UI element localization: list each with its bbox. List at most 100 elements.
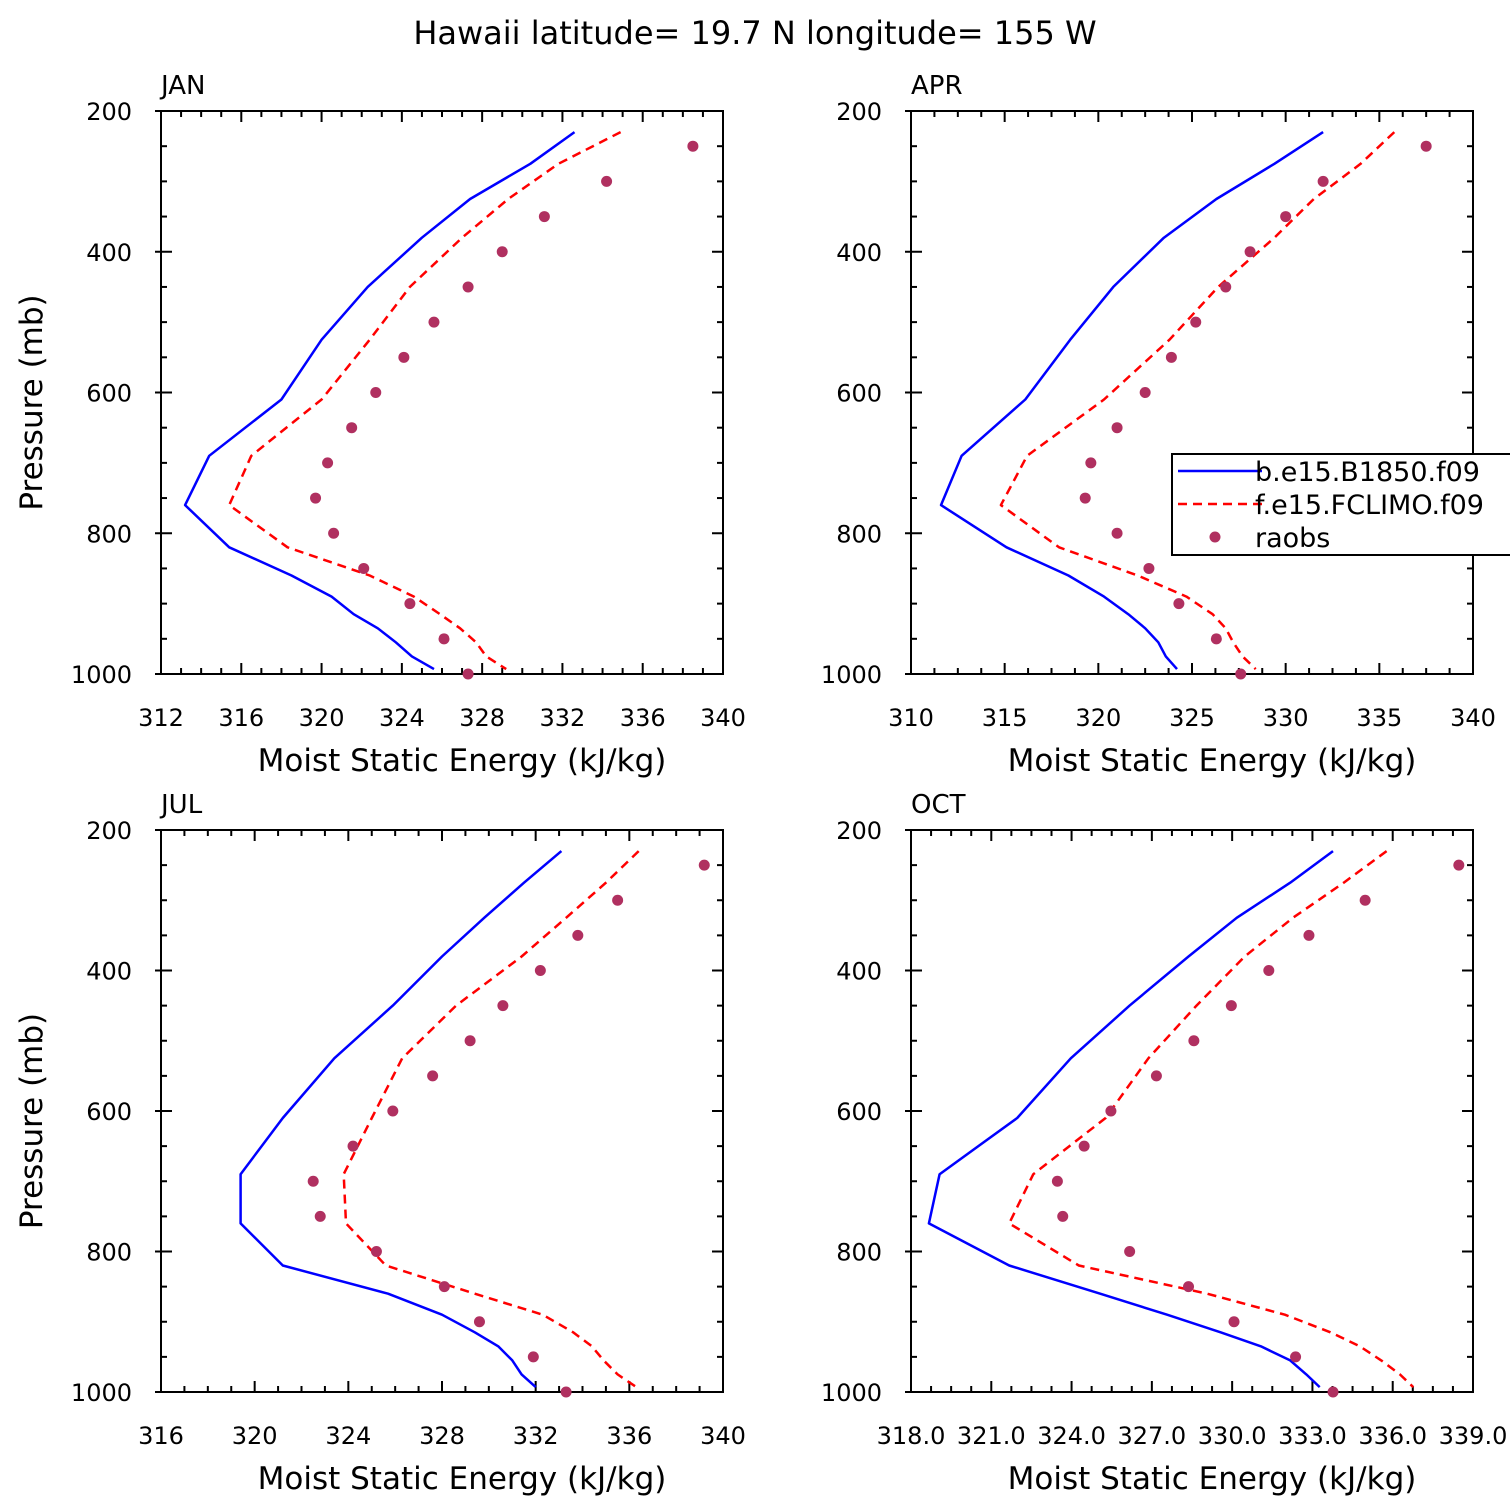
x-tick-label-oct: 321.0	[957, 1422, 1026, 1450]
y-tick-label-apr: 200	[836, 98, 882, 126]
raobs-point-apr	[1165, 351, 1177, 363]
x-tick-label-jan: 328	[459, 704, 505, 732]
raobs-point-oct	[1228, 1316, 1240, 1328]
raobs-point-jul	[473, 1316, 485, 1328]
raobs-point-apr	[1280, 211, 1292, 223]
raobs-point-oct	[1303, 929, 1315, 941]
raobs-point-jan	[404, 598, 416, 610]
y-tick-label-jul: 800	[86, 1239, 132, 1267]
raobs-point-jan	[310, 492, 322, 504]
raobs-point-oct	[1225, 1000, 1237, 1012]
raobs-point-jan	[428, 316, 440, 328]
plot-frame-apr	[910, 110, 1474, 675]
raobs-point-jan	[462, 668, 474, 680]
x-axis-label-oct: Moist Static Energy (kJ/kg)	[1008, 1461, 1417, 1497]
raobs-point-oct	[1359, 894, 1371, 906]
x-tick-label-apr: 335	[1356, 704, 1402, 732]
x-tick-label-jan: 336	[620, 704, 666, 732]
x-tick-label-oct: 336.0	[1358, 1422, 1427, 1450]
raobs-point-jul	[497, 1000, 509, 1012]
plot-frame-jul	[160, 829, 724, 1393]
x-tick-label-jan: 332	[540, 704, 586, 732]
raobs-point-apr	[1085, 457, 1097, 469]
x-tick-label-jan: 340	[700, 704, 746, 732]
panel-label-apr: APR	[911, 71, 963, 101]
panel-jan: JAN 312 316 320 324 328 332 336 340 200 400 600 800 1…	[14, 71, 746, 779]
raobs-point-jan	[328, 527, 340, 539]
raobs-point-jul	[314, 1210, 326, 1222]
y-tick-label-oct: 200	[836, 817, 882, 845]
raobs-point-apr	[1317, 175, 1329, 187]
legend-marker-raobs	[1209, 531, 1221, 543]
raobs-point-oct	[1078, 1140, 1090, 1152]
y-tick-label-apr: 1000	[821, 661, 882, 689]
x-tick-label-jul: 340	[700, 1422, 746, 1450]
panel-label-jan: JAN	[159, 71, 205, 101]
plot-frame-oct	[910, 829, 1474, 1393]
x-tick-label-jul: 320	[232, 1422, 278, 1450]
series-line-b-e15-b1850-f09-apr	[939, 131, 1324, 670]
raobs-point-apr	[1244, 246, 1256, 258]
raobs-point-oct	[1263, 965, 1275, 976]
raobs-point-jan	[358, 562, 370, 574]
x-tick-label-apr: 330	[1263, 704, 1309, 732]
y-tick-label-jul: 400	[86, 958, 132, 986]
x-tick-label-oct: 333.0	[1278, 1422, 1347, 1450]
raobs-point-jan	[496, 246, 508, 258]
panel-label-jul: JUL	[159, 790, 203, 820]
x-tick-label-jul: 316	[138, 1422, 184, 1450]
y-tick-label-jul: 600	[86, 1098, 132, 1126]
y-tick-label-oct: 1000	[821, 1379, 882, 1407]
x-tick-label-jan: 320	[299, 704, 345, 732]
raobs-point-jan	[346, 422, 358, 434]
raobs-point-jul	[427, 1070, 439, 1082]
raobs-point-oct	[1290, 1351, 1302, 1363]
y-axis-label-jan: Pressure (mb)	[14, 294, 50, 510]
legend-label-f-e15-fclimo: f.e15.FCLIMO.f09	[1255, 490, 1484, 521]
raobs-point-oct	[1057, 1210, 1069, 1222]
x-tick-label-apr: 340	[1450, 704, 1496, 732]
y-tick-label-apr: 400	[836, 239, 882, 267]
legend-label-b-e15-b1850: b.e15.B1850.f09	[1255, 457, 1480, 488]
y-tick-label-jul: 1000	[71, 1379, 132, 1407]
series-line-b-e15-b1850-f09-jan	[183, 131, 576, 671]
raobs-point-apr	[1220, 281, 1232, 293]
y-tick-label-apr: 600	[836, 380, 882, 408]
x-tick-label-oct: 327.0	[1117, 1422, 1186, 1450]
raobs-point-jul	[534, 965, 546, 976]
y-tick-label-jan: 1000	[71, 661, 132, 689]
raobs-point-jan	[538, 211, 550, 223]
panels: JAN 312 316 320 324 328 332 336 340 200 400 600 800 1…	[14, 71, 1507, 1497]
series-line-b-e15-b1850-f09-oct	[927, 850, 1334, 1389]
x-tick-label-jan: 312	[138, 704, 184, 732]
raobs-point-apr	[1190, 316, 1202, 328]
x-tick-label-jan: 316	[218, 704, 264, 732]
raobs-point-jul	[464, 1035, 476, 1047]
raobs-point-jul	[307, 1175, 319, 1187]
raobs-point-jul	[527, 1351, 539, 1363]
raobs-point-oct	[1327, 1386, 1339, 1398]
x-tick-label-jul: 332	[513, 1422, 559, 1450]
raobs-point-oct	[1124, 1246, 1136, 1257]
raobs-point-apr	[1173, 598, 1185, 610]
raobs-point-apr	[1210, 633, 1222, 645]
panel-oct: OCT 318.0 321.0 324.0 327.0 330.0 333.0 336.0 33…	[821, 790, 1507, 1497]
y-axis-label-jul: Pressure (mb)	[14, 1013, 50, 1229]
panel-label-oct: OCT	[911, 790, 966, 820]
raobs-point-apr	[1111, 527, 1123, 539]
series-line-b-e15-b1850-f09-jul	[239, 850, 563, 1389]
raobs-point-jul	[438, 1281, 450, 1293]
panel-apr: APR 310 315 320 325 330 335 340 200 400 600 800 1000…	[821, 71, 1496, 779]
x-tick-label-jul: 336	[606, 1422, 652, 1450]
x-tick-label-apr: 315	[982, 704, 1028, 732]
x-tick-label-oct: 324.0	[1037, 1422, 1106, 1450]
plot-frame-jan	[160, 110, 724, 675]
raobs-point-jul	[698, 859, 710, 871]
y-tick-label-apr: 800	[836, 520, 882, 548]
series-line-f-e15-fclimo-f09-jul	[342, 850, 640, 1389]
y-tick-label-oct: 400	[836, 958, 882, 986]
legend: b.e15.B1850.f09 f.e15.FCLIMO.f09 raobs	[1171, 453, 1510, 556]
raobs-point-jul	[612, 894, 624, 906]
x-axis-label-jan: Moist Static Energy (kJ/kg)	[258, 743, 667, 779]
